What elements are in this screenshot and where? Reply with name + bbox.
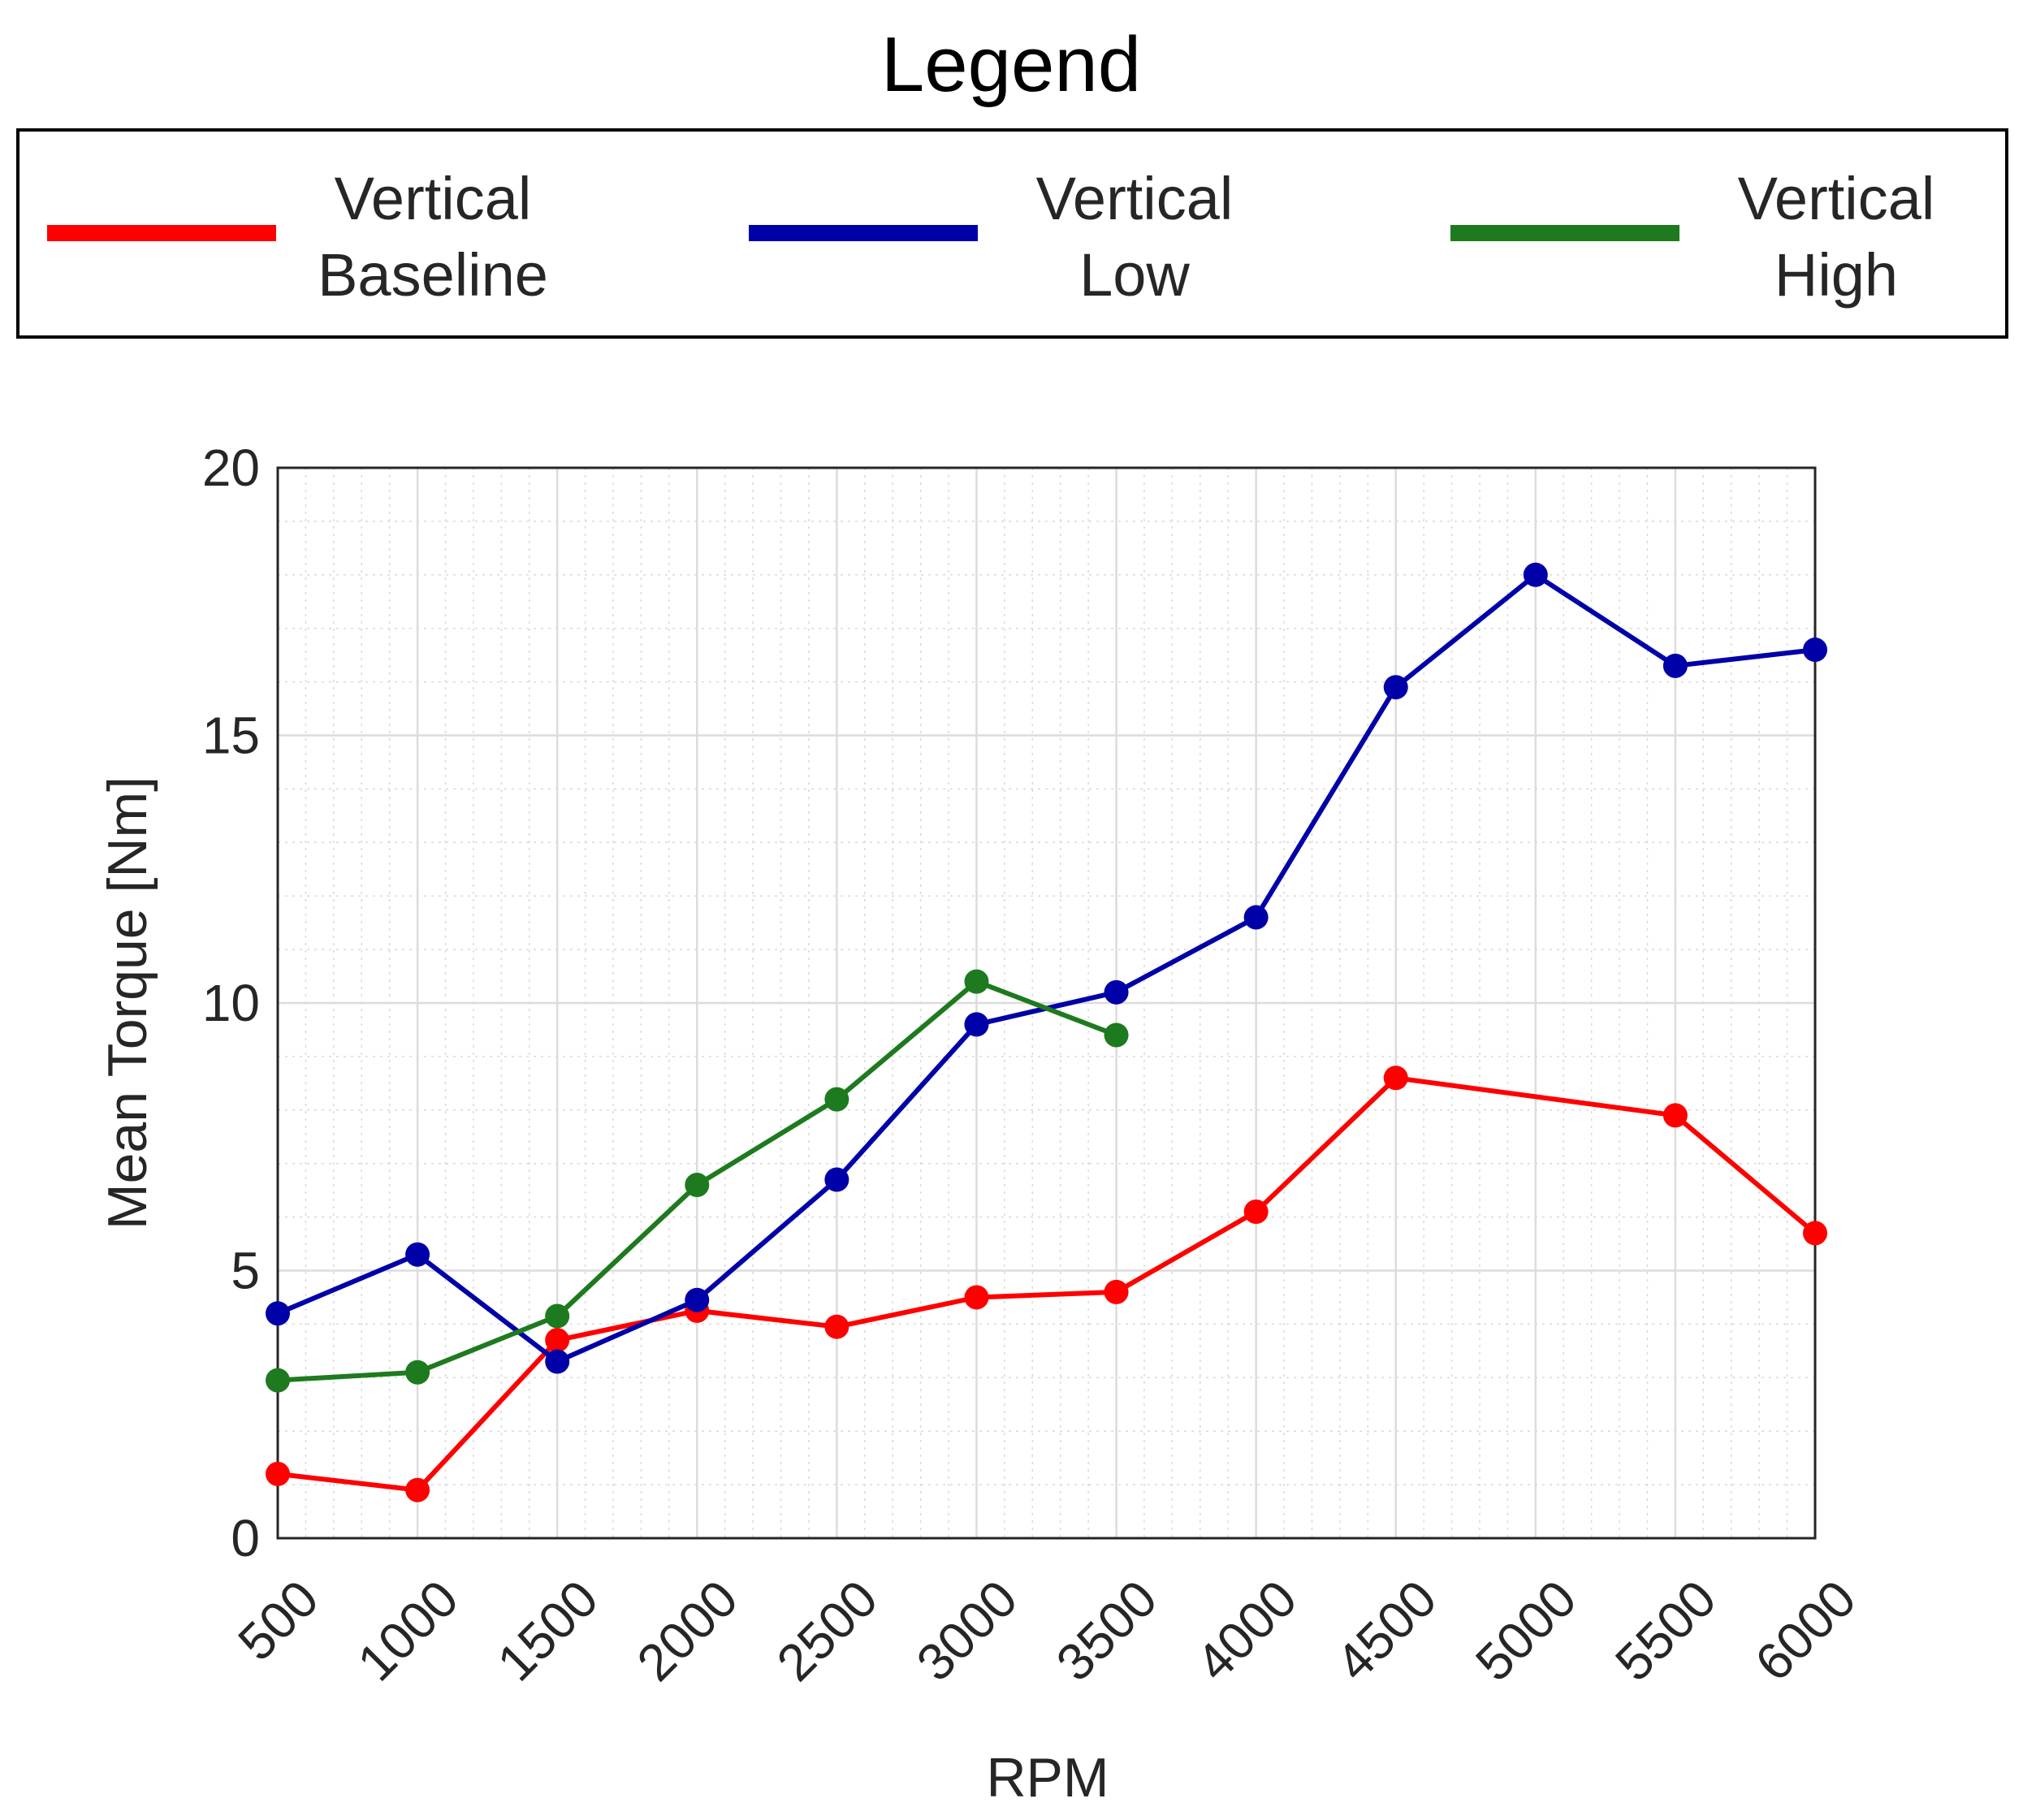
x-tick-labels: 500 1000 1500 2000 2500 3000 3500 4000 4500 5000 5… xyxy=(227,1569,1866,1692)
legend-label: Vertical xyxy=(1738,165,1935,232)
y-tick-label: 10 xyxy=(202,974,260,1032)
series-layer xyxy=(266,562,1827,1502)
data-point xyxy=(1383,675,1408,700)
series-0 xyxy=(266,1066,1827,1502)
y-tick-label: 20 xyxy=(202,439,260,497)
legend-label: High xyxy=(1774,241,1898,309)
legend-label: Baseline xyxy=(318,241,548,309)
x-tick-label: 500 xyxy=(227,1569,329,1671)
data-point xyxy=(545,1349,570,1374)
data-point xyxy=(685,1287,710,1312)
x-tick-label: 3500 xyxy=(1045,1569,1169,1692)
data-point xyxy=(824,1087,849,1112)
y-tick-label: 5 xyxy=(231,1242,260,1300)
y-tick-labels: 0 5 10 15 20 xyxy=(202,439,260,1567)
x-tick-label: 4500 xyxy=(1325,1569,1448,1692)
legend-label: Low xyxy=(1079,241,1190,309)
data-point xyxy=(1803,1221,1827,1246)
x-tick-label: 2000 xyxy=(626,1569,750,1692)
data-point xyxy=(1803,638,1827,663)
x-tick-label: 3000 xyxy=(906,1569,1029,1692)
legend-entry-2: Vertical High xyxy=(1450,165,1934,309)
y-tick-label: 15 xyxy=(202,707,260,765)
data-point xyxy=(545,1303,570,1329)
legend-entries: Vertical Baseline Vertical Low Vertical High xyxy=(47,165,1934,309)
data-point xyxy=(266,1301,290,1326)
plot-frame xyxy=(276,466,1817,1540)
data-point xyxy=(266,1368,290,1393)
data-point xyxy=(1383,1066,1408,1091)
legend-entry-0: Vertical Baseline xyxy=(47,165,548,309)
series-2 xyxy=(266,969,1129,1393)
data-point xyxy=(685,1173,710,1198)
x-tick-label: 6000 xyxy=(1744,1569,1867,1692)
legend-box xyxy=(16,128,2008,339)
legend-entry-1: Vertical Low xyxy=(749,165,1233,309)
y-tick-label: 0 xyxy=(231,1509,260,1567)
data-point xyxy=(964,1285,989,1310)
data-point xyxy=(1662,653,1688,678)
data-point xyxy=(1104,979,1129,1005)
x-tick-label: 2500 xyxy=(766,1569,889,1692)
data-point xyxy=(1523,562,1548,587)
data-point xyxy=(1104,1022,1129,1048)
legend-label: Vertical xyxy=(335,165,532,232)
data-point xyxy=(1662,1103,1688,1128)
data-point xyxy=(1104,1279,1129,1304)
x-axis-label: RPM xyxy=(986,1747,1109,1809)
data-point xyxy=(545,1328,570,1353)
data-point xyxy=(405,1242,430,1267)
data-point xyxy=(266,1461,290,1486)
y-axis-label: Mean Torque [Nm] xyxy=(97,776,158,1230)
x-tick-label: 5000 xyxy=(1464,1569,1588,1692)
data-point xyxy=(964,1012,989,1037)
data-point xyxy=(1243,905,1269,930)
data-point xyxy=(405,1477,430,1502)
data-point xyxy=(824,1314,849,1339)
data-point xyxy=(1243,1200,1269,1225)
x-tick-label: 1500 xyxy=(486,1569,609,1692)
data-point xyxy=(824,1167,849,1192)
data-point xyxy=(964,969,989,994)
legend-title: Legend xyxy=(881,21,1141,108)
legend-label: Vertical xyxy=(1036,165,1234,232)
x-tick-label: 4000 xyxy=(1185,1569,1308,1692)
x-tick-label: 5500 xyxy=(1604,1569,1727,1692)
data-point xyxy=(405,1360,430,1385)
x-tick-label: 1000 xyxy=(346,1569,469,1692)
